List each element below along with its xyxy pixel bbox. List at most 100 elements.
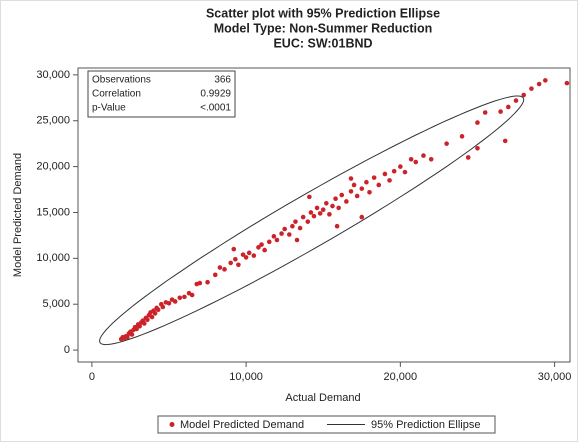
legend-label: 95% Prediction Ellipse [371,419,480,431]
data-point [182,294,187,300]
data-point [262,247,267,253]
data-point [300,214,306,220]
stat-label: Observations [92,75,151,86]
data-point [129,332,135,337]
data-point [294,237,300,243]
y-tick-label: 25,000 [36,115,70,127]
data-point [376,182,382,188]
data-point [293,219,298,224]
chart-title: Scatter plot with 95% Prediction Ellipse [206,6,440,20]
y-axis-label: Model Predicted Demand [12,153,24,277]
data-point [274,237,280,243]
data-point [502,138,508,144]
data-point [246,250,252,256]
y-tick-label: 10,000 [36,252,70,264]
data-point [314,205,320,211]
data-point [513,98,519,103]
data-point [152,311,158,316]
data-point [387,178,392,183]
data-point [243,255,249,260]
data-point [327,212,332,217]
data-point [172,299,178,304]
stats-box [87,70,236,118]
data-point [142,321,147,326]
data-point [367,189,372,195]
data-point [543,78,548,83]
data-point [354,193,360,199]
y-tick-label: 30,000 [36,69,70,81]
data-point [359,214,365,220]
data-point [282,226,287,232]
data-point [189,292,195,298]
x-tick-label: 20,000 [384,371,418,383]
data-point [134,326,139,332]
data-point [197,280,203,286]
data-point [475,145,480,151]
data-point [217,265,223,270]
data-point [536,81,542,87]
y-tick-label: 5,000 [42,298,70,310]
data-point [336,205,341,211]
data-point [371,175,377,180]
data-point [428,156,434,162]
data-point [222,267,227,272]
legend-box [157,415,496,434]
data-point [256,245,261,250]
y-tick-label: 0 [64,344,70,356]
data-point [279,231,284,236]
y-tick-label: 15,000 [36,206,70,218]
data-point [482,110,488,115]
data-point [251,253,257,258]
data-point [166,300,172,306]
data-point [149,314,155,320]
data-point [364,179,369,185]
data-point [320,207,326,213]
data-point [339,192,345,198]
prediction-ellipse [99,95,525,346]
y-tick-label: 20,000 [36,161,70,173]
data-point [398,164,403,169]
stat-value: <.0001 [200,103,231,114]
data-point [307,194,312,200]
data-point [177,295,183,301]
data-point [408,156,414,162]
x-axis-label: Actual Demand [285,392,360,404]
data-point [459,134,465,139]
data-point [391,168,397,174]
data-point [359,186,365,191]
data-point [521,92,527,98]
data-point [212,272,218,278]
data-point [444,141,449,146]
legend: Model Predicted Demand 95% Prediction Ell… [157,415,496,434]
data-point [344,199,349,204]
data-point [317,211,323,216]
data-point [145,317,150,323]
data-point [286,232,292,237]
chart-subtitle: Model Type: Non-Summer Reduction [214,21,433,35]
data-point [324,201,329,206]
data-point [498,109,503,114]
x-tick-label: 10,000 [229,371,263,383]
data-point [271,234,277,239]
data-point [297,225,303,231]
data-point [228,260,233,266]
data-point [205,279,210,285]
legend-label: Model Predicted Demand [180,419,304,431]
data-point [308,210,314,215]
data-point [160,304,166,310]
chart-subtitle: EUC: SW:01BND [273,36,372,50]
data-point [506,104,511,110]
data-point [155,307,161,313]
data-point [137,323,142,329]
stat-value: 366 [214,75,231,86]
data-point [233,256,238,262]
data-point [330,203,335,209]
data-point [529,86,534,91]
data-point [334,223,340,229]
data-point [259,242,264,247]
data-point [382,171,388,177]
data-point [402,169,408,175]
data-point [421,153,426,158]
data-point [311,213,317,219]
